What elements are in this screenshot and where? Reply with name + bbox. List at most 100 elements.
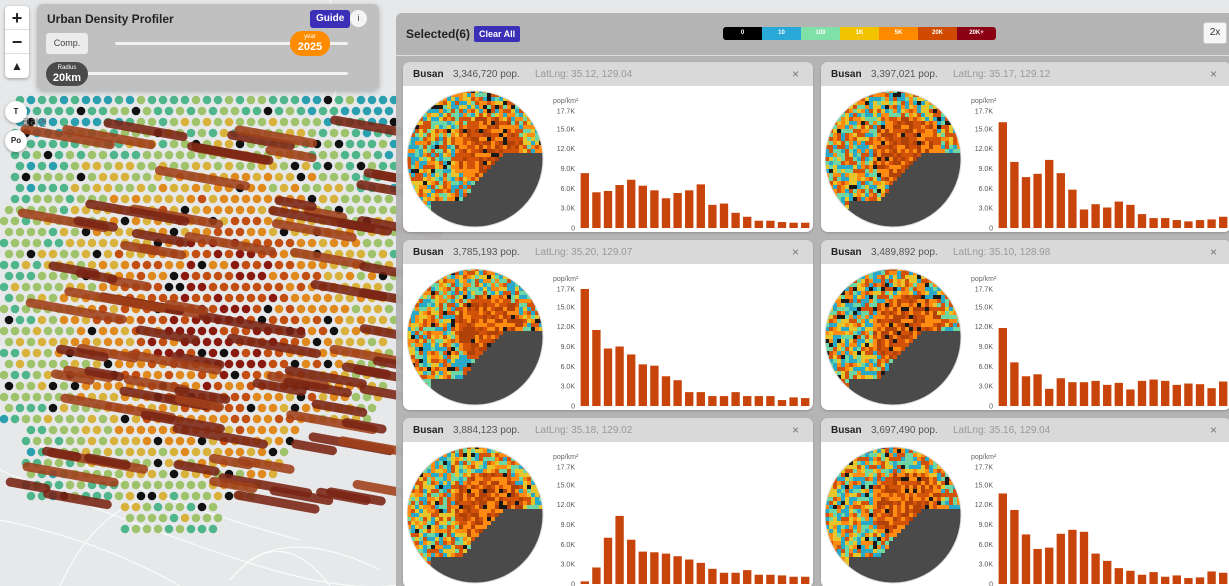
chart-bar [1068,382,1077,406]
zoom-in-button[interactable]: + [5,6,29,30]
map-button-t[interactable]: T [5,101,27,123]
chart-ytick: 17.7K [975,109,994,116]
close-icon[interactable]: × [1210,245,1218,259]
chart-bar [685,559,694,584]
chart-ylabel: pop/km² [553,98,579,105]
card-city: Busan [413,247,444,258]
city-card: Busan 3,489,892 pop. LatLng: 35.10, 128.98… [821,240,1229,410]
chart-ytick: 12.0K [557,502,576,509]
chart-ytick: 6.0K [561,364,576,371]
chart-bar [1068,189,1077,228]
chart-bar [1056,378,1065,406]
year-slider-thumb[interactable]: year 2025 [290,31,330,56]
density-circle-map[interactable] [407,445,547,585]
density-circle-map[interactable] [825,89,965,229]
chart-bar [719,572,729,584]
chart-ytick: 3.0K [561,206,576,213]
chart-bar [998,122,1007,228]
map-button-po[interactable]: Po [5,130,27,152]
card-population: 3,346,720 pop. [453,69,520,80]
info-button[interactable]: i [350,10,367,27]
scale-toggle-button[interactable]: 2x [1203,22,1227,44]
chart-bar [1161,218,1170,228]
clear-all-button[interactable]: Clear All [474,26,521,42]
close-icon[interactable]: × [1210,423,1218,437]
chart-ytick: 3.0K [561,562,576,569]
chart-bar [998,328,1007,406]
chart-bar [1010,509,1019,584]
chart-ytick: 3.0K [979,384,994,391]
chart-ytick: 6.0K [561,186,576,193]
density-circle-map[interactable] [825,445,965,585]
chart-bar [615,515,624,584]
radius-slider-label: Radius [57,65,77,71]
chart-ytick: 9.0K [979,344,994,351]
chart-ytick: 15.0K [975,304,994,311]
chart-bar [731,572,740,584]
chart-bar [743,216,752,228]
density-circle-map[interactable] [825,267,965,407]
compass-button[interactable]: ▲ [11,59,23,73]
radius-slider-thumb[interactable]: Radius 20km [46,62,88,86]
density-legend: 0 10 100 1K 5K 20K 20K+ [723,27,996,40]
chart-ytick: 12.0K [975,502,994,509]
chart-bar [1056,533,1065,584]
chart-bar [650,365,659,406]
radius-slider-track[interactable] [85,72,348,75]
compare-button[interactable]: Comp. [46,33,88,54]
city-card: Busan 3,346,720 pop. LatLng: 35.12, 129.04… [403,62,813,232]
card-header: Busan 3,397,021 pop. LatLng: 35.17, 129.12… [821,62,1229,86]
guide-button[interactable]: Guide [310,10,351,28]
chart-bar [754,574,763,584]
density-bar-chart: pop/km²03.0K6.0K9.0K12.0K15.0K17.7K0-11-… [971,276,1228,411]
chart-bar [638,185,647,228]
chart-bar [1149,379,1158,406]
chart-bar [1184,578,1193,584]
chart-bar [766,574,775,584]
chart-ytick: 15.0K [557,304,576,311]
density-bar-chart: pop/km²03.0K6.0K9.0K12.0K15.0K17.7K0-11-… [971,454,1228,586]
close-icon[interactable]: × [792,67,800,81]
density-bar-chart: pop/km²03.0K6.0K9.0K12.0K15.0K17.7K0-11-… [553,454,810,586]
chart-bar [1184,383,1193,406]
selected-count: Selected(6) [406,27,471,41]
year-slider-value: 2025 [297,41,323,53]
zoom-out-button[interactable]: − [5,30,29,54]
card-header: Busan 3,346,720 pop. LatLng: 35.12, 129.04… [403,62,813,86]
chart-bar [1010,161,1019,228]
chart-ytick: 17.7K [557,109,576,116]
chart-ytick: 9.0K [561,166,576,173]
chart-bar [1045,547,1054,584]
card-city: Busan [831,69,862,80]
density-circle-map[interactable] [407,89,547,229]
chart-bar [661,198,671,228]
chart-bar [1079,209,1089,228]
chart-bar [1184,221,1193,228]
chart-bar [627,539,636,584]
density-circle-map[interactable] [407,267,547,407]
chart-ylabel: pop/km² [971,454,997,461]
chart-ytick: 0 [989,404,993,411]
chart-ytick: 3.0K [561,384,576,391]
chart-ytick: 0 [571,404,575,411]
chart-bar [1172,575,1181,584]
chart-bar [754,396,763,406]
chart-ylabel: pop/km² [971,276,997,283]
chart-ytick: 12.0K [557,146,576,153]
map-place-label: 름리면 [22,118,47,128]
year-slider-track[interactable] [115,42,348,45]
chart-bar [1207,571,1216,584]
density-bar-chart: pop/km²03.0K6.0K9.0K12.0K15.0K17.7K0-11-… [553,98,810,233]
chart-bar [1137,214,1147,228]
legend-swatch: 1K [840,27,879,40]
chart-bar [1045,388,1054,406]
chart-bar [1195,384,1205,406]
chart-ytick: 0 [571,226,575,233]
chart-bar [1161,380,1170,406]
card-population: 3,489,892 pop. [871,247,938,258]
close-icon[interactable]: × [792,423,800,437]
chart-bar [743,396,752,406]
close-icon[interactable]: × [792,245,800,259]
close-icon[interactable]: × [1210,67,1218,81]
